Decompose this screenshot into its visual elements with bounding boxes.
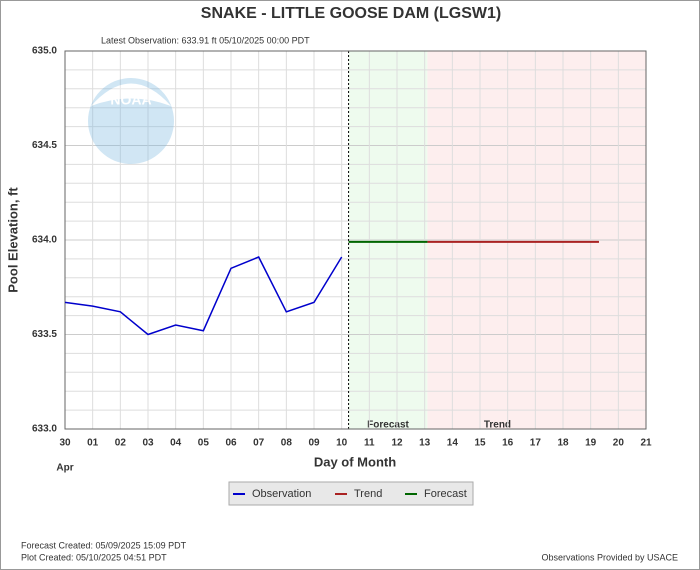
legend-box	[228, 481, 474, 506]
legend-label: Forecast	[424, 488, 467, 500]
x-tick-label: 17	[530, 438, 542, 449]
x-tick-label: 07	[253, 438, 265, 449]
plot-border	[64, 50, 647, 430]
logo-text: NOAA	[110, 92, 151, 108]
y-axis-label: Pool Elevation, ft	[5, 187, 20, 293]
x-tick-label: 13	[419, 438, 431, 449]
footer-text: Forecast Created: 05/09/2025 15:09 PDT	[21, 540, 187, 550]
x-tick-label: 06	[225, 438, 237, 449]
region-label: Trend	[484, 420, 511, 431]
x-tick-label: 10	[336, 438, 348, 449]
x-tick-label: 04	[170, 438, 182, 449]
x-tick-label: 09	[308, 438, 320, 449]
logo: NOAA	[88, 78, 174, 164]
chart-title: SNAKE - LITTLE GOOSE DAM (LGSW1)	[201, 5, 501, 22]
x-tick-label: 08	[281, 438, 293, 449]
x-tick-label: 05	[198, 438, 210, 449]
x-sublabel: Apr	[56, 463, 73, 474]
x-tick-label: 11	[364, 438, 375, 449]
region-label: Forecast	[367, 420, 409, 431]
x-axis-label: Day of Month	[314, 454, 396, 469]
x-tick-label: 30	[59, 438, 71, 449]
x-tick-label: 19	[585, 438, 597, 449]
y-tick-label: 633.5	[32, 329, 57, 340]
x-tick-label: 16	[502, 438, 514, 449]
x-tick-label: 15	[474, 438, 486, 449]
y-tick-label: 635.0	[32, 46, 57, 57]
x-tick-label: 02	[115, 438, 127, 449]
x-tick-label: 03	[142, 438, 154, 449]
series-line	[64, 256, 343, 336]
legend-label: Observation	[252, 488, 311, 500]
x-tick-label: 21	[640, 438, 652, 449]
y-tick-label: 634.0	[32, 235, 57, 246]
credit: Observations Provided by USACE	[541, 552, 678, 562]
x-tick-label: 18	[557, 438, 569, 449]
footer-text: Plot Created: 05/10/2025 04:51 PDT	[21, 552, 167, 562]
y-tick-label: 633.0	[32, 424, 57, 435]
legend-label: Trend	[354, 488, 382, 500]
x-tick-label: 01	[87, 438, 99, 449]
y-tick-label: 634.5	[32, 140, 57, 151]
subtitle: Latest Observation: 633.91 ft 05/10/2025…	[101, 35, 310, 45]
x-tick-label: 14	[447, 438, 459, 449]
x-tick-label: 12	[391, 438, 403, 449]
x-tick-label: 20	[613, 438, 625, 449]
